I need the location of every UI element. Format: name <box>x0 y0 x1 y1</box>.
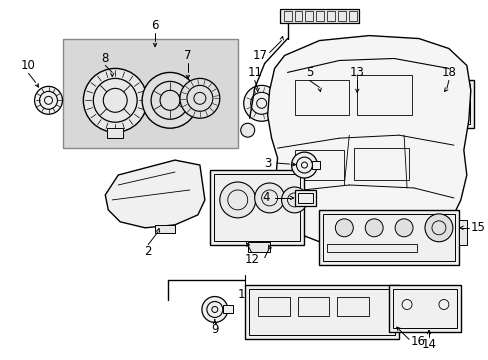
Text: 3: 3 <box>264 157 271 170</box>
Circle shape <box>394 219 412 237</box>
Bar <box>316 11 324 21</box>
Bar <box>213 174 300 241</box>
Bar <box>353 148 408 180</box>
Text: 2: 2 <box>144 245 152 258</box>
Polygon shape <box>348 81 365 99</box>
Bar <box>294 11 302 21</box>
Polygon shape <box>105 160 204 228</box>
Bar <box>209 170 304 245</box>
Circle shape <box>180 78 220 118</box>
Bar <box>338 11 346 21</box>
Bar <box>319 210 458 265</box>
Text: 4: 4 <box>262 192 269 204</box>
Circle shape <box>83 68 147 132</box>
Bar <box>323 214 454 261</box>
Text: 10: 10 <box>21 59 36 72</box>
Bar <box>308 91 337 113</box>
Circle shape <box>35 86 62 114</box>
Circle shape <box>240 123 254 137</box>
Bar <box>257 297 289 316</box>
Bar <box>348 11 357 21</box>
Text: 6: 6 <box>151 19 159 32</box>
Text: 8: 8 <box>102 52 109 65</box>
Bar <box>107 128 123 138</box>
Bar <box>458 220 466 245</box>
Text: 11: 11 <box>246 66 262 79</box>
Circle shape <box>142 72 198 128</box>
Bar <box>357 75 411 115</box>
Bar <box>337 297 368 316</box>
Bar <box>155 225 175 233</box>
Text: 18: 18 <box>441 66 455 79</box>
Bar <box>392 289 456 328</box>
Text: 17: 17 <box>252 49 267 62</box>
Circle shape <box>291 152 317 178</box>
Bar <box>418 85 438 103</box>
Bar <box>294 190 316 206</box>
Bar <box>294 80 348 115</box>
Polygon shape <box>267 36 470 250</box>
Bar <box>283 11 291 21</box>
Text: 7: 7 <box>184 49 191 62</box>
Bar <box>417 84 469 124</box>
Text: 13: 13 <box>349 66 364 79</box>
Bar <box>248 289 394 336</box>
Bar <box>413 80 473 128</box>
Bar <box>297 297 329 316</box>
Bar <box>63 39 237 148</box>
Bar <box>443 85 463 103</box>
Circle shape <box>365 219 383 237</box>
Bar <box>312 161 320 169</box>
Bar <box>327 244 416 252</box>
Bar <box>279 9 359 23</box>
Circle shape <box>281 187 307 213</box>
Text: 5: 5 <box>305 66 312 79</box>
Bar <box>398 294 410 323</box>
Circle shape <box>202 297 227 323</box>
Bar <box>346 99 366 113</box>
Circle shape <box>424 214 452 242</box>
Text: 15: 15 <box>470 221 485 234</box>
Circle shape <box>220 182 255 218</box>
Circle shape <box>254 183 284 213</box>
Text: 12: 12 <box>244 253 259 266</box>
Polygon shape <box>340 94 346 110</box>
Bar <box>305 88 340 116</box>
Text: 9: 9 <box>211 323 218 336</box>
Bar <box>297 193 313 203</box>
Bar <box>388 285 460 332</box>
Circle shape <box>335 219 352 237</box>
Bar <box>327 11 335 21</box>
Text: 14: 14 <box>421 338 436 351</box>
Text: 16: 16 <box>410 335 425 348</box>
Bar <box>223 306 232 314</box>
Bar <box>244 285 398 339</box>
Bar <box>247 242 269 252</box>
Bar <box>305 11 313 21</box>
Bar <box>294 150 344 180</box>
Circle shape <box>243 85 279 121</box>
Text: 1: 1 <box>237 288 244 301</box>
